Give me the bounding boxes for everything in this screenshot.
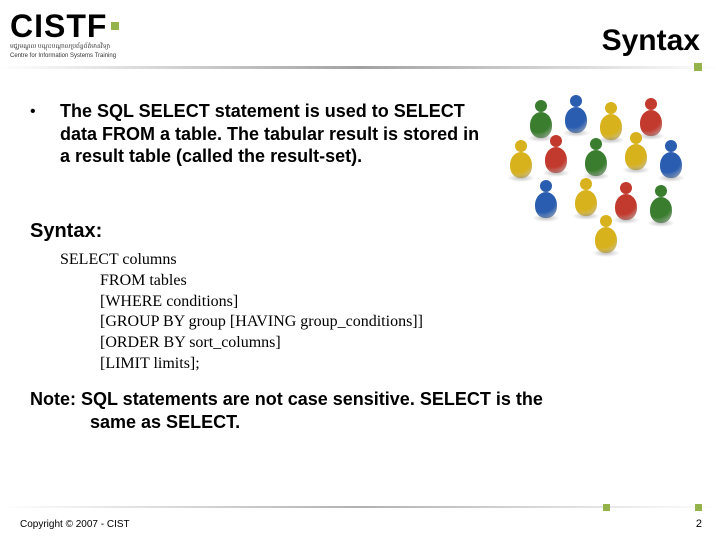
logo-main-text: CISTF [10, 10, 107, 42]
footer-divider [0, 506, 720, 508]
code-line-3: [WHERE conditions] [100, 292, 423, 313]
people-figure-illustration [490, 90, 700, 260]
sql-syntax-code: SELECT columns FROM tables [WHERE condit… [60, 250, 423, 375]
pawn-icon [660, 140, 682, 178]
code-line-2: FROM tables [100, 271, 423, 292]
pawn-icon [600, 102, 622, 140]
bullet-icon: • [30, 100, 60, 168]
pawn-icon [640, 98, 662, 136]
pawn-icon [565, 95, 587, 133]
logo-subtitle-en: Centre for Information Systems Training [10, 53, 190, 60]
code-line-1: SELECT columns [60, 250, 423, 271]
code-line-5: [ORDER BY sort_columns] [100, 333, 423, 354]
note-text-line1: SQL statements are not case sensitive. S… [76, 389, 543, 409]
pawn-icon [535, 180, 557, 218]
pawn-icon [650, 185, 672, 223]
code-line-4: [GROUP BY group [HAVING group_conditions… [100, 312, 423, 333]
logo-subtitle-khmer: មជ្ឈមណ្ឌល បណ្តុះបណ្តាលប្រព័ន្ធព័ត៌មានវិទ… [10, 44, 190, 51]
logo-accent-square-icon [111, 22, 119, 30]
pawn-icon [625, 132, 647, 170]
note-text-line2: same as SELECT. [90, 411, 690, 434]
pawn-icon [545, 135, 567, 173]
copyright-text: Copyright © 2007 - CIST [20, 519, 130, 530]
note-label: Note: [30, 389, 76, 409]
slide-title: Syntax [602, 24, 700, 58]
intro-paragraph: The SQL SELECT statement is used to SELE… [60, 100, 480, 168]
logo-text: CISTF [10, 10, 190, 42]
slide-container: CISTF មជ្ឈមណ្ឌល បណ្តុះបណ្តាលប្រព័ន្ធព័ត៌… [0, 0, 720, 540]
pawn-icon [615, 182, 637, 220]
page-number: 2 [696, 518, 702, 530]
pawn-icon [530, 100, 552, 138]
footer-accent-square-icon [695, 504, 702, 511]
syntax-heading: Syntax: [30, 220, 102, 243]
logo: CISTF មជ្ឈមណ្ឌល បណ្តុះបណ្តាលប្រព័ន្ធព័ត៌… [10, 10, 190, 70]
pawn-icon [585, 138, 607, 176]
code-line-6: [LIMIT limits]; [100, 354, 423, 375]
note-paragraph: Note: SQL statements are not case sensit… [30, 388, 690, 433]
footer-accent-square-icon [603, 504, 610, 511]
pawn-icon [575, 178, 597, 216]
pawn-icon [595, 215, 617, 253]
title-divider [0, 66, 720, 69]
pawn-icon [510, 140, 532, 178]
